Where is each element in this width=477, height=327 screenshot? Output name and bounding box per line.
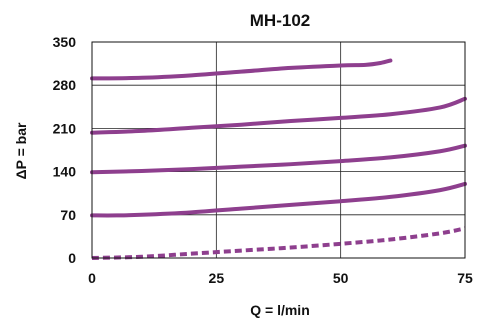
series-line-3 <box>90 143 467 175</box>
x-tick-label: 50 <box>333 270 349 286</box>
x-tick-label: 75 <box>457 270 473 286</box>
series-line-dashed <box>91 226 466 260</box>
y-tick-label: 210 <box>53 120 77 136</box>
y-tick-label: 0 <box>68 250 76 266</box>
series-line-4 <box>90 181 467 218</box>
series-lines <box>90 58 467 260</box>
y-tick-label: 70 <box>60 207 76 223</box>
y-tick-label: 140 <box>53 164 77 180</box>
grid-lines <box>92 42 465 258</box>
y-axis-label: ΔP = bar <box>13 122 29 179</box>
y-tick-label: 280 <box>53 77 77 93</box>
x-axis-label: Q = l/min <box>250 302 310 318</box>
plot-frame <box>91 41 466 259</box>
x-tick-label: 0 <box>88 270 96 286</box>
y-tick-label: 350 <box>53 34 77 50</box>
series-line-1 <box>90 58 393 81</box>
series-line-2 <box>90 96 467 135</box>
x-tick-label: 25 <box>209 270 225 286</box>
x-axis-ticks: 0 25 50 75 <box>88 270 473 286</box>
y-axis-ticks: 0 70 140 210 280 350 <box>53 34 77 266</box>
chart-title: MH-102 <box>250 11 310 30</box>
